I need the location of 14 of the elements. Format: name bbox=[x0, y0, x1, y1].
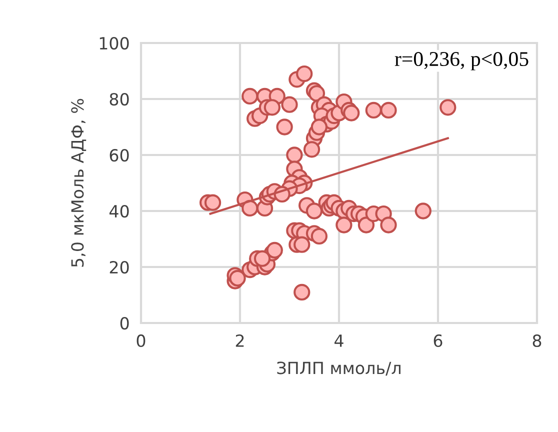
x-tick-label: 6 bbox=[434, 334, 442, 348]
y-axis-title: 5,0 мкМоль АДФ, % bbox=[71, 98, 86, 267]
y-tick-label: 100 bbox=[100, 36, 129, 50]
y-tick-label: 80 bbox=[110, 92, 129, 106]
y-tick-label: 20 bbox=[110, 260, 129, 274]
y-tick-label: 40 bbox=[109, 204, 129, 218]
y-tick-label: 0 bbox=[120, 316, 129, 330]
x-tick-label: 4 bbox=[334, 334, 344, 347]
x-axis-title: ЗПЛП ммоль/л bbox=[277, 362, 400, 376]
x-tick-label: 2 bbox=[236, 334, 244, 347]
y-tick-label: 60 bbox=[110, 148, 129, 162]
annotation: r=0,236, p<0,05 bbox=[394, 52, 528, 70]
x-tick-label: 0 bbox=[136, 334, 146, 348]
x-tick-label: 8 bbox=[532, 334, 542, 348]
